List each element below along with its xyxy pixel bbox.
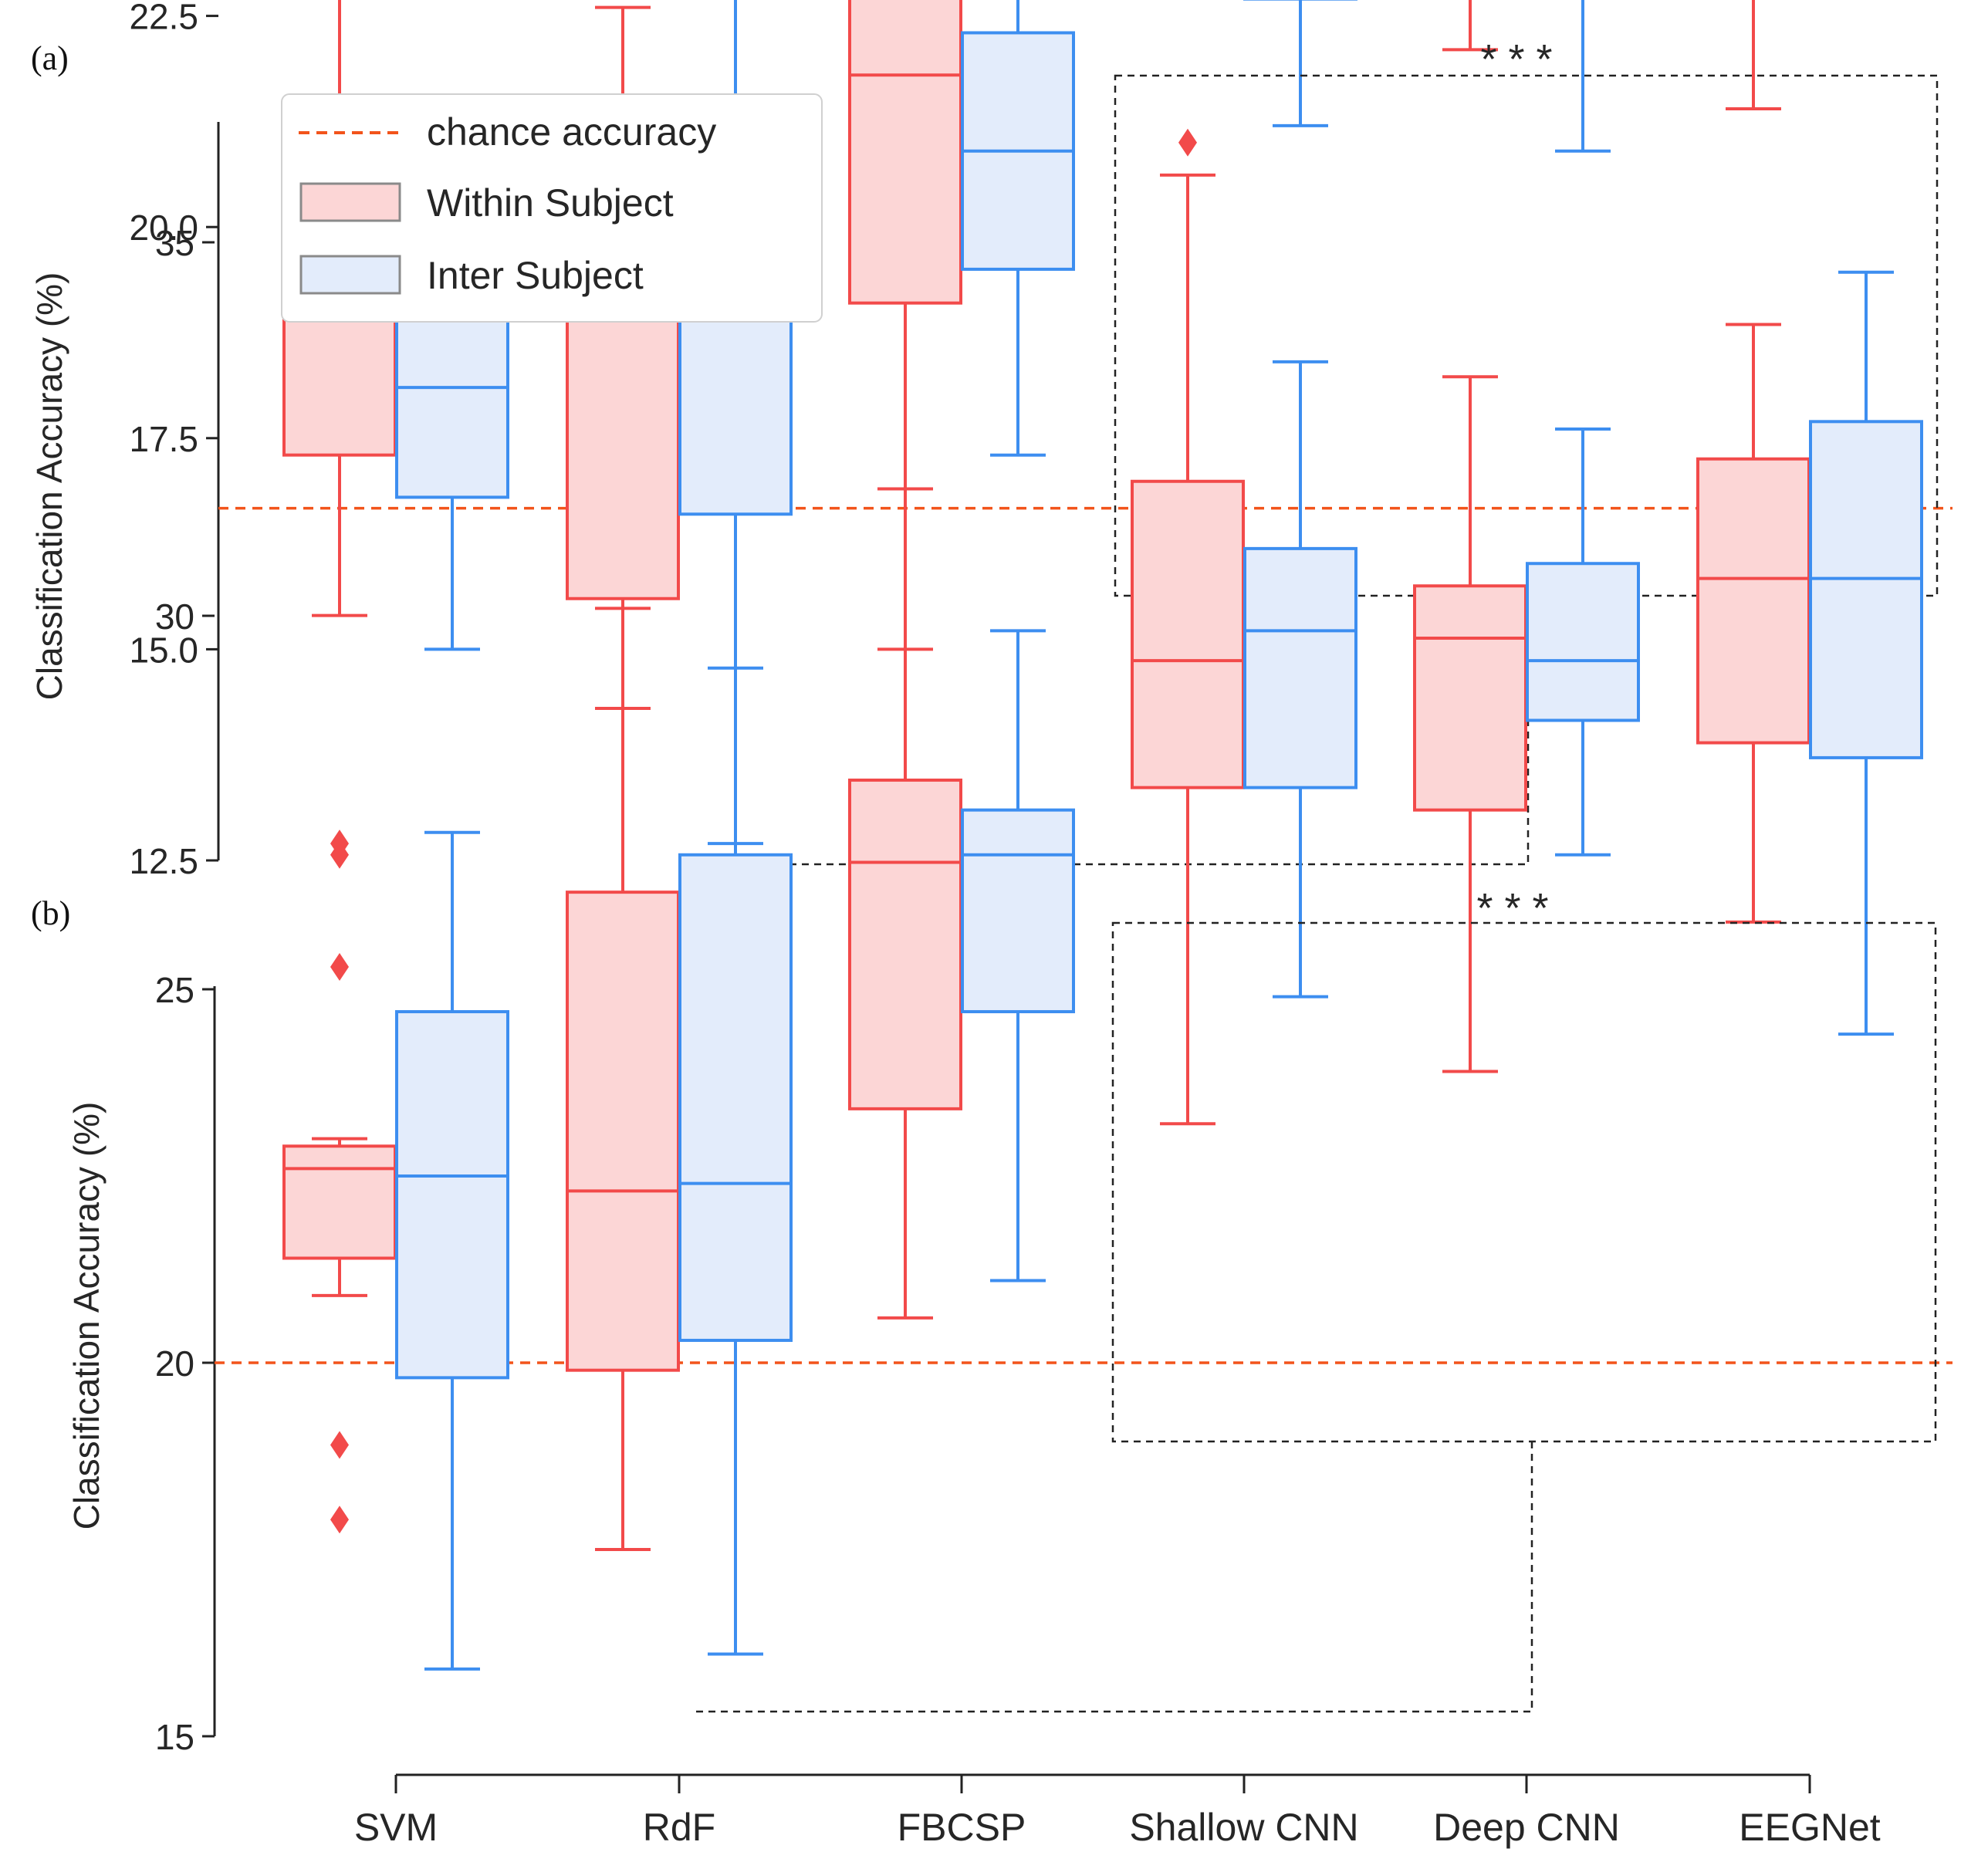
box-within-3 (1178, 128, 1197, 157)
box-iqr (848, 778, 962, 1110)
panel-a-y-axis: 12.515.017.520.022.525.027.530.0 (129, 0, 220, 881)
x-tick-label: FBCSP (898, 1806, 1026, 1849)
box-iqr (1526, 562, 1640, 722)
x-tick-label: EEGNet (1739, 1806, 1881, 1849)
box-inter-4 (1526, 428, 1640, 857)
box-within-3 (1131, 173, 1245, 1126)
box-iqr (961, 808, 1075, 1014)
legend-within-label: Within Subject (427, 181, 674, 225)
x-tick-label: SVM (354, 1806, 438, 1849)
box-within-0 (282, 840, 397, 1534)
y-tick-label: 22.5 (129, 0, 198, 37)
box-inter-3 (1243, 0, 1357, 127)
box-within-1 (566, 607, 680, 1551)
outlier-marker (1178, 128, 1197, 157)
outlier-marker (330, 1431, 349, 1459)
box-within-4 (1442, 0, 1498, 52)
y-tick-label: 35 (155, 223, 194, 263)
legend-inter-swatch (299, 255, 401, 295)
box-inter-1 (678, 666, 793, 1656)
box-inter-2 (961, 629, 1075, 1283)
outlier-marker (330, 1506, 349, 1534)
x-tick-label: RdF (643, 1806, 715, 1849)
box-iqr (678, 853, 793, 1342)
box-iqr (395, 1010, 509, 1380)
x-axis: SVM RdF FBCSP Shallow CNN Deep CNN EEGNet (354, 1773, 1881, 1849)
box-inter-4 (1555, 0, 1611, 153)
box-within-2 (848, 487, 962, 1320)
y-tick-label: 20.0 (129, 208, 198, 248)
box-iqr (1696, 457, 1810, 745)
panel-a: (a) Classification Accuracy (%) 12.5 15.0… (29, 0, 1952, 881)
legend-chance-label: chance accuracy (427, 110, 716, 154)
y-tick-label: 15 (155, 1717, 194, 1757)
legend-frame (281, 93, 823, 323)
panel-a-ylabel: Classification Accuracy (%) (29, 272, 69, 701)
box-iqr (1131, 479, 1245, 789)
panel-b-y-axis: 15 20 25 30 35 (155, 223, 216, 1757)
significance-connector (691, 596, 1530, 866)
panel-b-boxes (282, 173, 1923, 1671)
box-iqr (566, 891, 680, 1372)
outlier-marker (330, 952, 349, 981)
panel-a-label: (a) (31, 39, 69, 77)
box-iqr (395, 292, 509, 499)
box-inter-3 (1243, 360, 1357, 999)
box-within-5 (1726, 0, 1781, 110)
y-tick-label: 12.5 (129, 841, 198, 881)
box-within-4 (1413, 375, 1527, 1073)
box-inter-5 (1809, 270, 1923, 1036)
panel-b-label: (b) (31, 894, 70, 932)
box-iqr (1243, 546, 1357, 789)
box-iqr (848, 0, 962, 305)
significance-connector (695, 1441, 1533, 1713)
box-iqr (282, 1144, 397, 1260)
panel-a-significance: * * * (1480, 36, 1552, 83)
legend-within-swatch (299, 182, 401, 222)
significance-box (1114, 74, 1939, 597)
y-tick-label: 15.0 (129, 630, 198, 670)
y-tick-label: 25 (155, 970, 194, 1010)
outlier-marker (330, 840, 349, 869)
significance-box (1111, 921, 1937, 1443)
box-inter-2 (961, 0, 1075, 457)
legend-inter-label: Inter Subject (427, 254, 644, 297)
box-within-5 (1696, 323, 1810, 924)
panel-b-significance: * * * (1476, 885, 1548, 931)
legend: chance accuracy Within Subject Inter Sub… (281, 93, 823, 323)
panel-b-significance-bracket (695, 921, 1937, 1713)
y-tick-label: 17.5 (129, 419, 198, 459)
box-within-2 (848, 0, 962, 651)
box-iqr (1809, 420, 1923, 759)
box-inter-0 (395, 99, 509, 651)
x-tick-label: Deep CNN (1433, 1806, 1620, 1849)
y-tick-label: 30 (155, 596, 194, 637)
box-inter-0 (395, 830, 509, 1671)
box-iqr (1413, 584, 1527, 812)
panel-b-ylabel: Classification Accuracy (%) (66, 1102, 106, 1530)
y-tick-label: 20 (155, 1343, 194, 1384)
x-tick-label: Shallow CNN (1129, 1806, 1358, 1849)
panel-b: (b) Classification Accuracy (%) 15 20 25 30… (31, 173, 1952, 1849)
